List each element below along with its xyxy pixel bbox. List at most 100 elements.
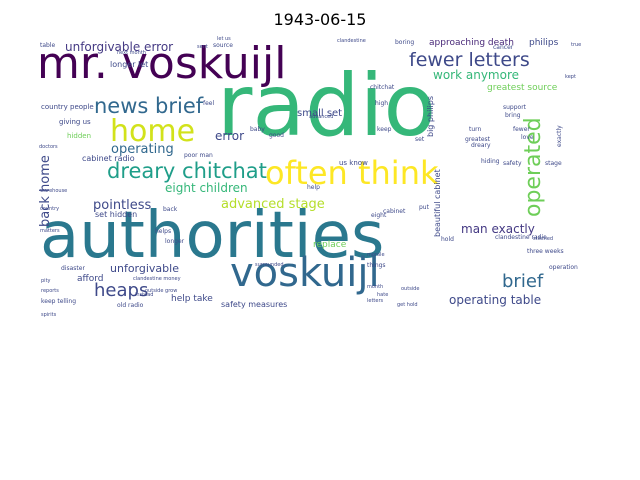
word-longer-let: longer let: [110, 60, 149, 69]
word-stage: stage: [545, 160, 562, 167]
chart-title: 1943-06-15: [273, 10, 367, 29]
word-operating-table: operating table: [449, 293, 542, 307]
word-hate: hate: [377, 292, 389, 298]
word-support: support: [503, 104, 527, 111]
word-let-us: let us: [217, 36, 231, 42]
word-chitchat: chitchat: [370, 84, 395, 91]
word-baby: baby: [250, 126, 265, 133]
word-kept: kept: [565, 74, 576, 80]
word-giving-us: giving us: [59, 118, 91, 126]
word-put: put: [419, 204, 429, 211]
word-afford: afford: [77, 274, 104, 284]
word-dreary: dreary: [471, 142, 491, 149]
word-cancer: cancer: [493, 44, 514, 51]
word-old-radio: old radio: [117, 302, 144, 309]
word-voskuijl: voskuijl: [230, 250, 380, 296]
word-eight-children: eight children: [165, 181, 248, 195]
word-radio: radio: [217, 56, 437, 156]
word-big-philips: big philips: [426, 96, 435, 137]
word-matters: matters: [40, 228, 60, 234]
word-philips: philips: [529, 38, 559, 48]
word-eight: eight: [371, 212, 387, 219]
word-three-weeks: three weeks: [527, 248, 564, 255]
word-helps: helps: [155, 228, 172, 235]
word-pity: pity: [41, 278, 51, 284]
word-keep-telling: keep telling: [41, 298, 77, 305]
word-unforgivable: unforgivable: [110, 262, 179, 275]
word-longer: longer: [165, 238, 185, 245]
word-news-brief: news brief: [94, 94, 204, 118]
word-advanced-stage: advanced stage: [221, 197, 325, 212]
word-fewer: fewer: [513, 126, 530, 133]
word-man-exactly: man exactly: [461, 222, 535, 236]
word-outside: outside: [401, 286, 420, 292]
word-doctors: doctors: [39, 144, 58, 150]
word-greatest-source: greatest source: [487, 83, 558, 93]
word-safety-measures: safety measures: [221, 300, 288, 309]
word-outside-grow: outside grow: [145, 288, 178, 294]
word-cabinet-radio: cabinet radio: [82, 154, 135, 163]
word-help: help: [307, 184, 320, 191]
word-table: table: [40, 42, 56, 49]
word-poor-man: poor man: [184, 152, 213, 159]
word-often-think: often think: [265, 154, 439, 192]
word-letters: letters: [367, 298, 384, 304]
word-greatest: greatest: [465, 136, 491, 143]
word-approaching-death: approaching death: [429, 38, 514, 48]
word-hiding: hiding: [481, 158, 500, 165]
word-authorities: authorities: [40, 199, 385, 273]
word-operating: operating: [111, 142, 174, 157]
word-mr-voskuijl: mr. voskuijl: [37, 38, 287, 89]
word-warehouse: warehouse: [40, 188, 68, 194]
word-error: error: [215, 129, 245, 143]
word-love: love: [521, 134, 534, 141]
word-next-month: next month: [117, 50, 146, 56]
word-high: high: [375, 100, 389, 107]
word-help-take: help take: [171, 294, 213, 304]
word-set: set: [415, 136, 425, 143]
word-home: home: [110, 114, 196, 149]
word-feel: feel: [203, 100, 215, 107]
word-work-anymore: work anymore: [433, 68, 519, 82]
word-get-hold: get hold: [397, 302, 418, 308]
word-country: country: [40, 206, 60, 212]
word-unforgivable-error: unforgivable error: [65, 40, 174, 54]
word-clandestine-radio: clandestine radio: [495, 234, 547, 241]
word-replace: replace: [313, 240, 347, 250]
word-beautiful-cabinet: beautiful cabinet: [433, 169, 442, 237]
word-good: good: [269, 132, 284, 139]
word-turn: turn: [469, 126, 482, 133]
word-cabinet: cabinet: [383, 208, 406, 215]
word-source: source: [213, 42, 233, 49]
word-bring: bring: [505, 112, 521, 119]
word-hidden: hidden: [67, 132, 92, 140]
word-exactly: exactly: [556, 125, 563, 147]
word-brief: brief: [502, 271, 544, 292]
word-disaster: disaster: [61, 265, 85, 272]
word-safety: safety: [503, 160, 522, 167]
word-small-set: small set: [297, 108, 343, 119]
word-clandestine: clandestine: [337, 38, 366, 44]
word-sent: sent: [197, 44, 208, 50]
word-things: things: [367, 262, 386, 269]
word-dreary-chitchat: dreary chitchat: [107, 159, 267, 183]
word-advanced: advanced: [309, 114, 334, 120]
word-clandestine-money: clandestine money: [133, 276, 181, 282]
word-back: back: [163, 206, 178, 213]
word-set-hidden: set hidden: [95, 210, 138, 219]
word-operation: operation: [549, 264, 578, 271]
word-morale: morale: [367, 252, 385, 258]
word-spirits: spirits: [41, 312, 57, 318]
word-reports: reports: [41, 288, 59, 294]
word-stitched: stitched: [533, 236, 554, 242]
word-keep: keep: [377, 126, 392, 133]
word-hold: hold: [441, 236, 454, 243]
word-surrounded: surrounded: [255, 262, 284, 268]
word-country-people: country people: [41, 103, 94, 111]
word-fewer-letters: fewer letters: [409, 49, 530, 71]
word-us-know: us know: [339, 159, 368, 167]
word-pointless: pointless: [93, 198, 152, 213]
word-month: month: [367, 284, 384, 290]
word-true: true: [571, 42, 582, 48]
word-instead: instead: [135, 292, 154, 298]
